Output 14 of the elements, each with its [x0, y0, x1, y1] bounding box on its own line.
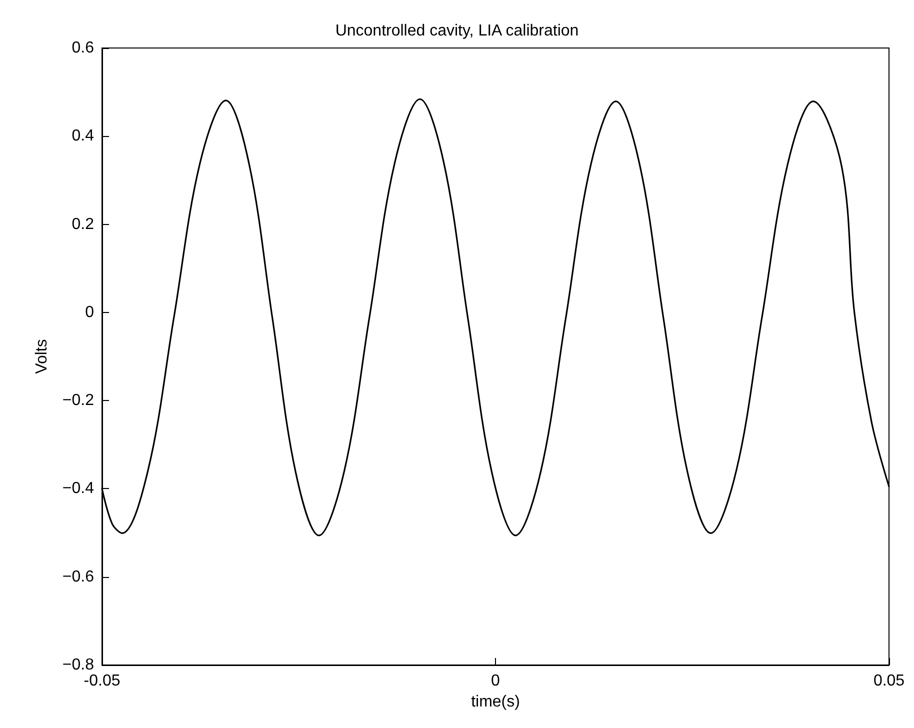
y-axis-title: Volts	[34, 339, 50, 374]
y-tick-label: 0.4	[72, 128, 94, 145]
y-tick-label: −0.4	[62, 480, 94, 498]
x-axis-title: time(s)	[471, 693, 520, 710]
y-tick-label: −0.6	[62, 568, 94, 586]
chart-title: Uncontrolled cavity, LIA calibration	[335, 22, 579, 40]
x-tick-label: 0.05	[873, 672, 905, 690]
x-tick-label: -0.05	[84, 672, 120, 690]
y-tick-label: −0.8	[62, 656, 94, 674]
y-tick-label: 0.2	[72, 216, 94, 233]
y-tick-label: −0.2	[62, 392, 94, 410]
y-tick-label: 0	[85, 304, 94, 321]
x-tick-label: 0	[491, 672, 500, 690]
y-tick-label: 0.6	[72, 40, 94, 56]
